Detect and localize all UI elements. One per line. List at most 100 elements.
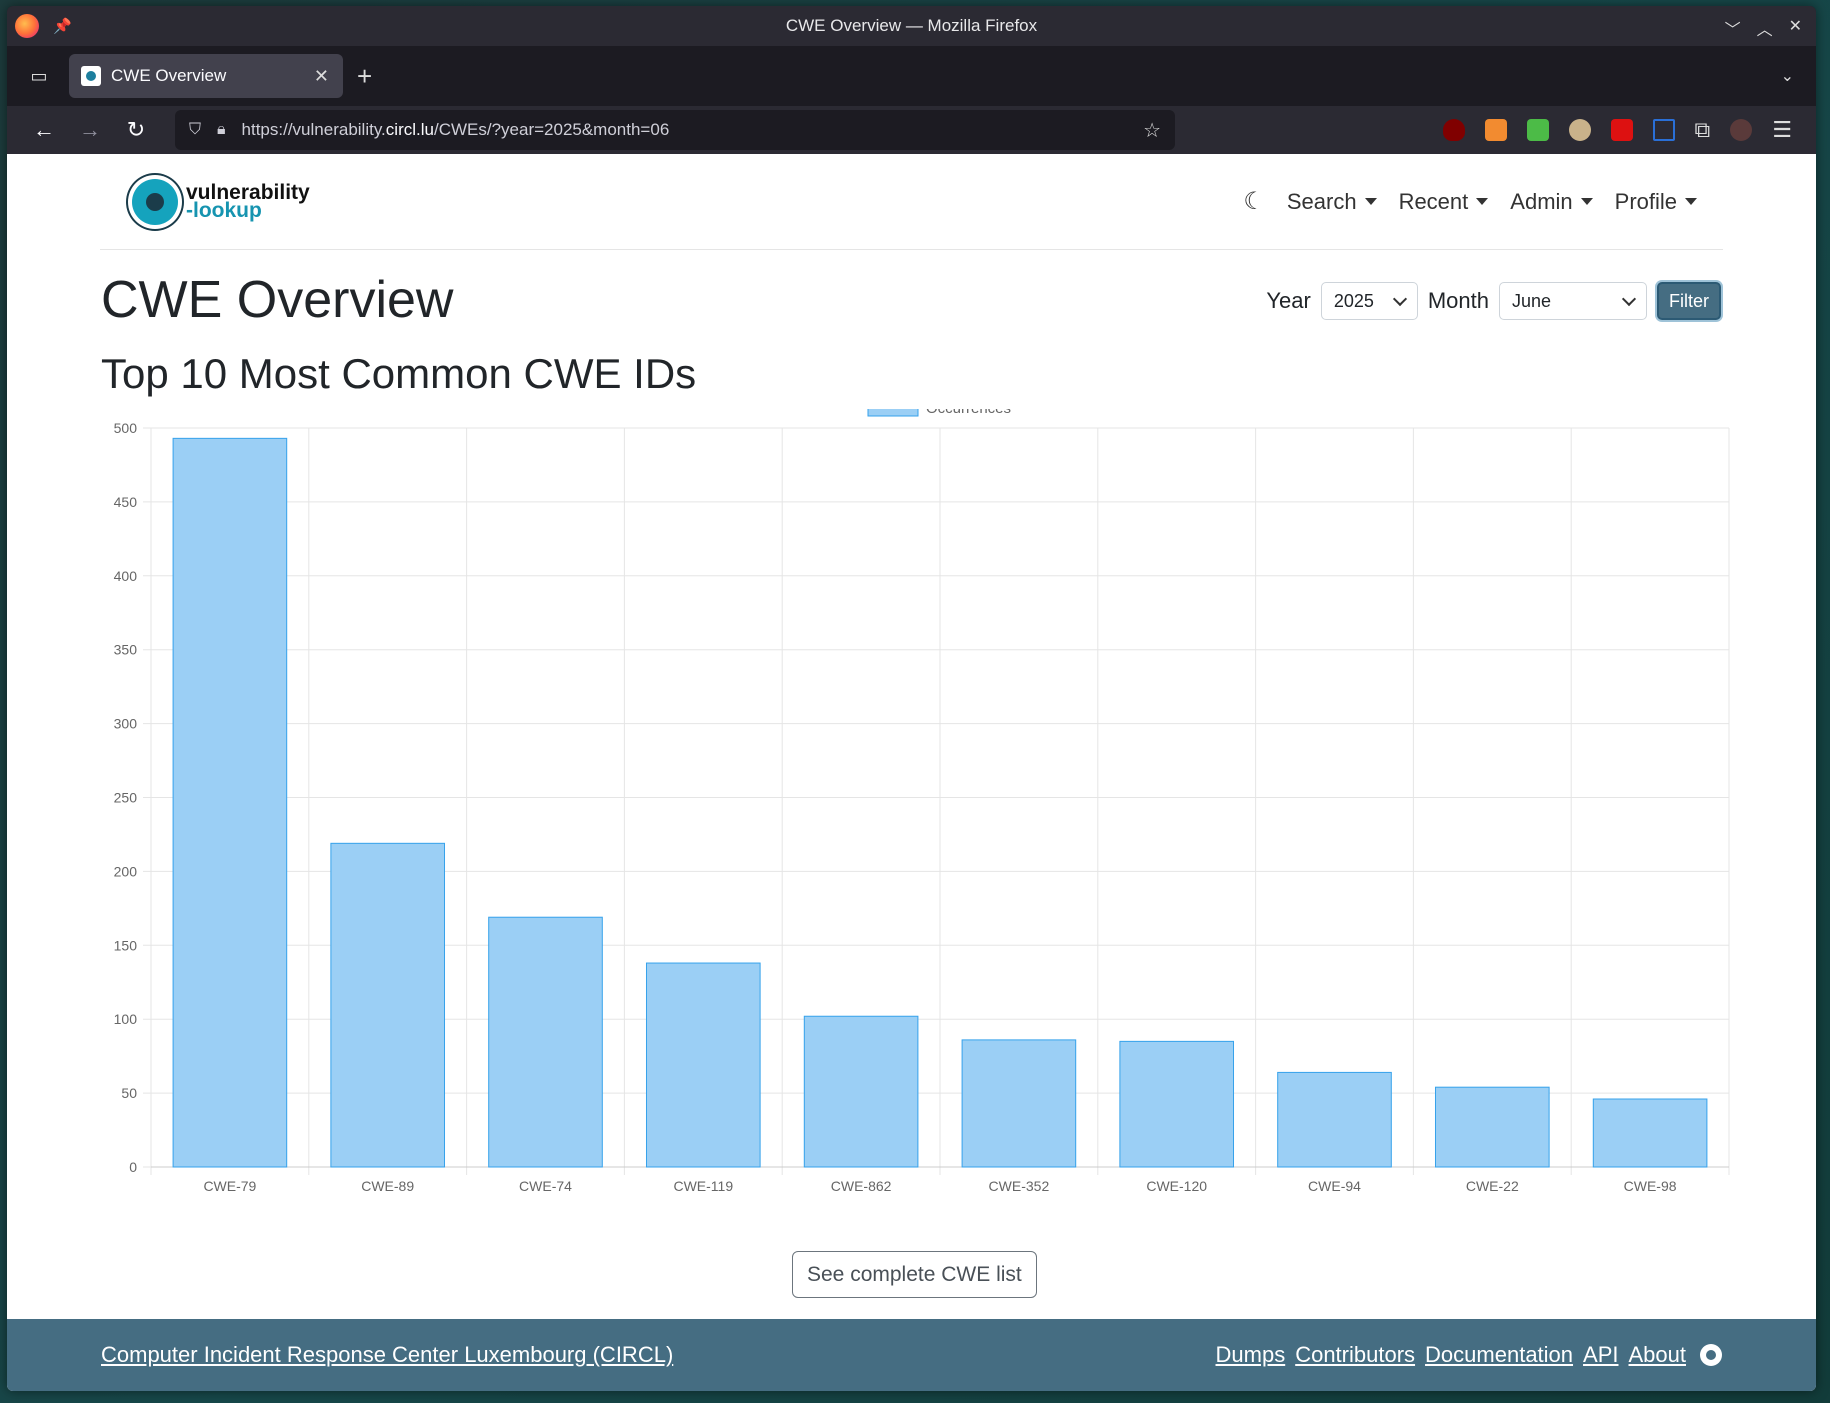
green-extension-icon[interactable] xyxy=(1526,119,1549,141)
see-complete-cwe-list-button[interactable]: See complete CWE list xyxy=(792,1251,1037,1298)
nav-recent-dropdown[interactable]: Recent xyxy=(1399,189,1489,215)
nav-toolbar: ← → ↻ ⛉ 🔒︎ https://vulnerability.circl.l… xyxy=(7,106,1816,154)
filter-button[interactable]: Filter xyxy=(1657,282,1721,320)
x-tick-label: CWE-98 xyxy=(1624,1178,1677,1194)
close-tab-icon[interactable]: ✕ xyxy=(313,65,329,86)
legend-swatch xyxy=(867,409,919,417)
y-tick-label: 200 xyxy=(114,863,138,879)
y-tick-label: 500 xyxy=(114,420,138,436)
y-tick-label: 450 xyxy=(114,494,138,510)
dark-mode-toggle-icon[interactable]: ☾ xyxy=(1243,188,1265,215)
tab-bar: ▭ CWE Overview ✕ + ⌄ xyxy=(7,46,1816,106)
shield-icon[interactable]: ⛉ xyxy=(189,121,202,138)
back-button[interactable]: ← xyxy=(33,117,55,142)
bar-cwe-22 xyxy=(1434,1086,1550,1168)
nav-profile-dropdown[interactable]: Profile xyxy=(1615,189,1697,215)
y-tick-label: 400 xyxy=(114,568,138,584)
hamburger-menu-icon[interactable]: ☰ xyxy=(1772,117,1792,142)
nav-admin-dropdown[interactable]: Admin xyxy=(1510,189,1592,215)
url-bar[interactable]: ⛉ 🔒︎ https://vulnerability.circl.lu/CWEs… xyxy=(175,110,1175,150)
trash-extension-icon[interactable] xyxy=(1484,119,1507,141)
y-tick-label: 150 xyxy=(114,937,138,953)
site-logo[interactable]: vulnerability -lookup xyxy=(132,178,310,225)
footer-link-contributors[interactable]: Contributors xyxy=(1295,1342,1416,1367)
maximize-icon[interactable]: ︿ xyxy=(1756,22,1773,39)
tab-label: CWE Overview xyxy=(111,66,227,85)
bar-cwe-352 xyxy=(961,1039,1077,1168)
footer-link-dumps[interactable]: Dumps xyxy=(1215,1342,1286,1367)
bar-cwe-862 xyxy=(803,1015,919,1168)
page-title: CWE Overview xyxy=(101,271,454,329)
y-tick-label: 250 xyxy=(114,790,138,806)
legend-label: Occurrences xyxy=(926,409,1011,417)
forward-button[interactable]: → xyxy=(79,117,101,142)
tab-cwe-overview[interactable]: CWE Overview ✕ xyxy=(69,54,343,98)
site-favicon-icon xyxy=(81,66,101,86)
chevron-down-icon xyxy=(1621,291,1637,306)
bar-cwe-89 xyxy=(330,842,446,1168)
window-title: CWE Overview — Mozilla Firefox xyxy=(785,16,1038,35)
x-tick-label: CWE-89 xyxy=(361,1178,414,1194)
footer-link-api[interactable]: API xyxy=(1583,1342,1619,1367)
footer-link-about[interactable]: About xyxy=(1628,1342,1687,1367)
title-bar: 📌 CWE Overview — Mozilla Firefox ﹀ ︿ ✕ xyxy=(7,6,1816,46)
pin-icon[interactable]: 📌 xyxy=(53,18,72,35)
y-tick-label: 0 xyxy=(129,1159,137,1175)
avatar-extension-icon[interactable] xyxy=(1730,119,1753,141)
close-window-icon[interactable]: ✕ xyxy=(1788,18,1802,35)
x-tick-label: CWE-352 xyxy=(989,1178,1050,1194)
reload-button[interactable]: ↻ xyxy=(126,117,146,142)
footer: Computer Incident Response Center Luxemb… xyxy=(7,1319,1816,1391)
browser-window: 📌 CWE Overview — Mozilla Firefox ﹀ ︿ ✕ ▭… xyxy=(7,6,1816,1391)
minimize-icon[interactable]: ﹀ xyxy=(1724,22,1741,39)
bar-cwe-74 xyxy=(488,916,603,1168)
bar-cwe-98 xyxy=(1592,1098,1708,1168)
lock-icon[interactable]: 🔒︎ xyxy=(217,121,226,138)
y-tick-label: 300 xyxy=(114,716,138,732)
year-select[interactable]: 2025 xyxy=(1320,282,1418,320)
footer-circl-link[interactable]: Computer Incident Response Center Luxemb… xyxy=(101,1342,674,1367)
x-tick-label: CWE-120 xyxy=(1146,1178,1207,1194)
mask-extension-icon[interactable] xyxy=(1568,119,1591,141)
year-label: Year xyxy=(1266,288,1311,313)
url-text[interactable]: https://vulnerability.circl.lu/CWEs/?yea… xyxy=(241,120,670,139)
firefox-view-icon[interactable]: ▭ xyxy=(30,65,48,86)
x-tick-label: CWE-94 xyxy=(1308,1178,1361,1194)
bar-cwe-120 xyxy=(1119,1040,1235,1168)
github-icon[interactable] xyxy=(1700,1344,1722,1366)
x-tick-label: CWE-79 xyxy=(203,1178,256,1194)
month-label: Month xyxy=(1427,288,1489,313)
y-tick-label: 50 xyxy=(121,1085,137,1101)
ublock-extension-icon[interactable] xyxy=(1442,119,1465,141)
x-tick-label: CWE-119 xyxy=(673,1178,733,1194)
logo-text-line2: -lookup xyxy=(186,198,262,222)
nav-search-dropdown[interactable]: Search xyxy=(1287,189,1377,215)
filter-form: Year 2025 Month June Filter xyxy=(1266,282,1721,320)
footer-links: Dumps Contributors Documentation API About xyxy=(1216,1342,1722,1368)
puzzle-extensions-icon[interactable]: ⧉ xyxy=(1694,117,1711,142)
chevron-down-icon xyxy=(1392,291,1407,306)
site-header: vulnerability -lookup ☾ Search Recent Ad… xyxy=(100,154,1723,250)
page-content: vulnerability -lookup ☾ Search Recent Ad… xyxy=(7,154,1816,1391)
triangle-extension-icon[interactable] xyxy=(1652,119,1675,141)
list-all-tabs-icon[interactable]: ⌄ xyxy=(1780,68,1794,85)
bar-cwe-94 xyxy=(1277,1071,1392,1168)
y-tick-label: 100 xyxy=(114,1011,138,1027)
bar-cwe-79 xyxy=(172,437,288,1168)
red-extension-icon[interactable] xyxy=(1610,119,1633,141)
section-title: Top 10 Most Common CWE IDs xyxy=(101,350,697,397)
footer-link-documentation[interactable]: Documentation xyxy=(1425,1342,1574,1367)
new-tab-button[interactable]: + xyxy=(357,60,373,91)
x-tick-label: CWE-74 xyxy=(519,1178,572,1194)
bookmark-star-icon[interactable]: ☆ xyxy=(1143,119,1161,142)
vulnerability-bug-icon xyxy=(132,178,178,225)
firefox-logo-icon xyxy=(15,14,39,38)
bar-cwe-119 xyxy=(645,962,761,1168)
cwe-bar-chart: 0 50 100 150 200 250 300 350 400 450 500 CWE-79 CWE-… xyxy=(114,409,1730,1194)
y-tick-label: 350 xyxy=(114,642,138,658)
x-tick-label: CWE-862 xyxy=(831,1178,892,1194)
site-nav: ☾ Search Recent Admin Profile xyxy=(1243,187,1697,216)
month-select[interactable]: June xyxy=(1499,282,1647,320)
x-tick-label: CWE-22 xyxy=(1466,1178,1519,1194)
logo-text-line1: vulnerability xyxy=(186,180,310,204)
